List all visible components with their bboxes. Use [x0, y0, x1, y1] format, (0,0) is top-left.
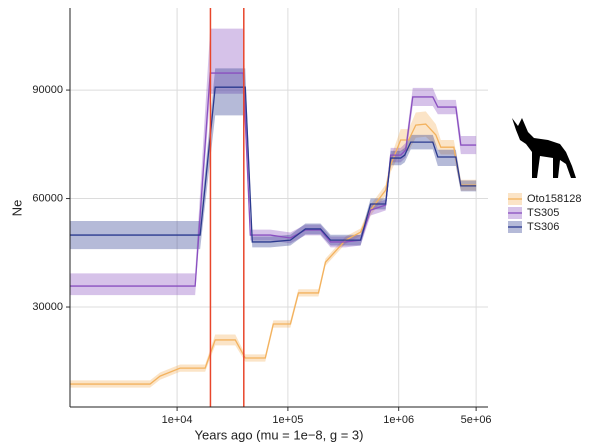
- confidence-ribbon: [70, 111, 476, 387]
- y-tick-label: 60000: [32, 192, 63, 204]
- legend-label: TS306: [527, 221, 559, 233]
- x-tick-label: 1e+06: [383, 414, 414, 426]
- chart: Years ago (mu = 1e−8, g = 3) Ne 30000 600…: [0, 0, 593, 447]
- x-tick-label: 1e+05: [272, 414, 303, 426]
- y-tick-label: 90000: [32, 84, 63, 96]
- x-axis-title: Years ago (mu = 1e−8, g = 3): [195, 427, 364, 442]
- legend-label: TS305: [527, 207, 559, 219]
- y-tick-label: 30000: [32, 301, 63, 313]
- animal-silhouette: [512, 118, 576, 178]
- series-line: [70, 87, 476, 242]
- legend-label: Oto158128: [527, 193, 581, 205]
- x-tick-label: 1e+04: [162, 414, 193, 426]
- series-line: [70, 124, 476, 384]
- x-tick-label: 5e+06: [461, 414, 492, 426]
- confidence-ribbon: [70, 29, 476, 295]
- y-axis-title: Ne: [9, 200, 24, 217]
